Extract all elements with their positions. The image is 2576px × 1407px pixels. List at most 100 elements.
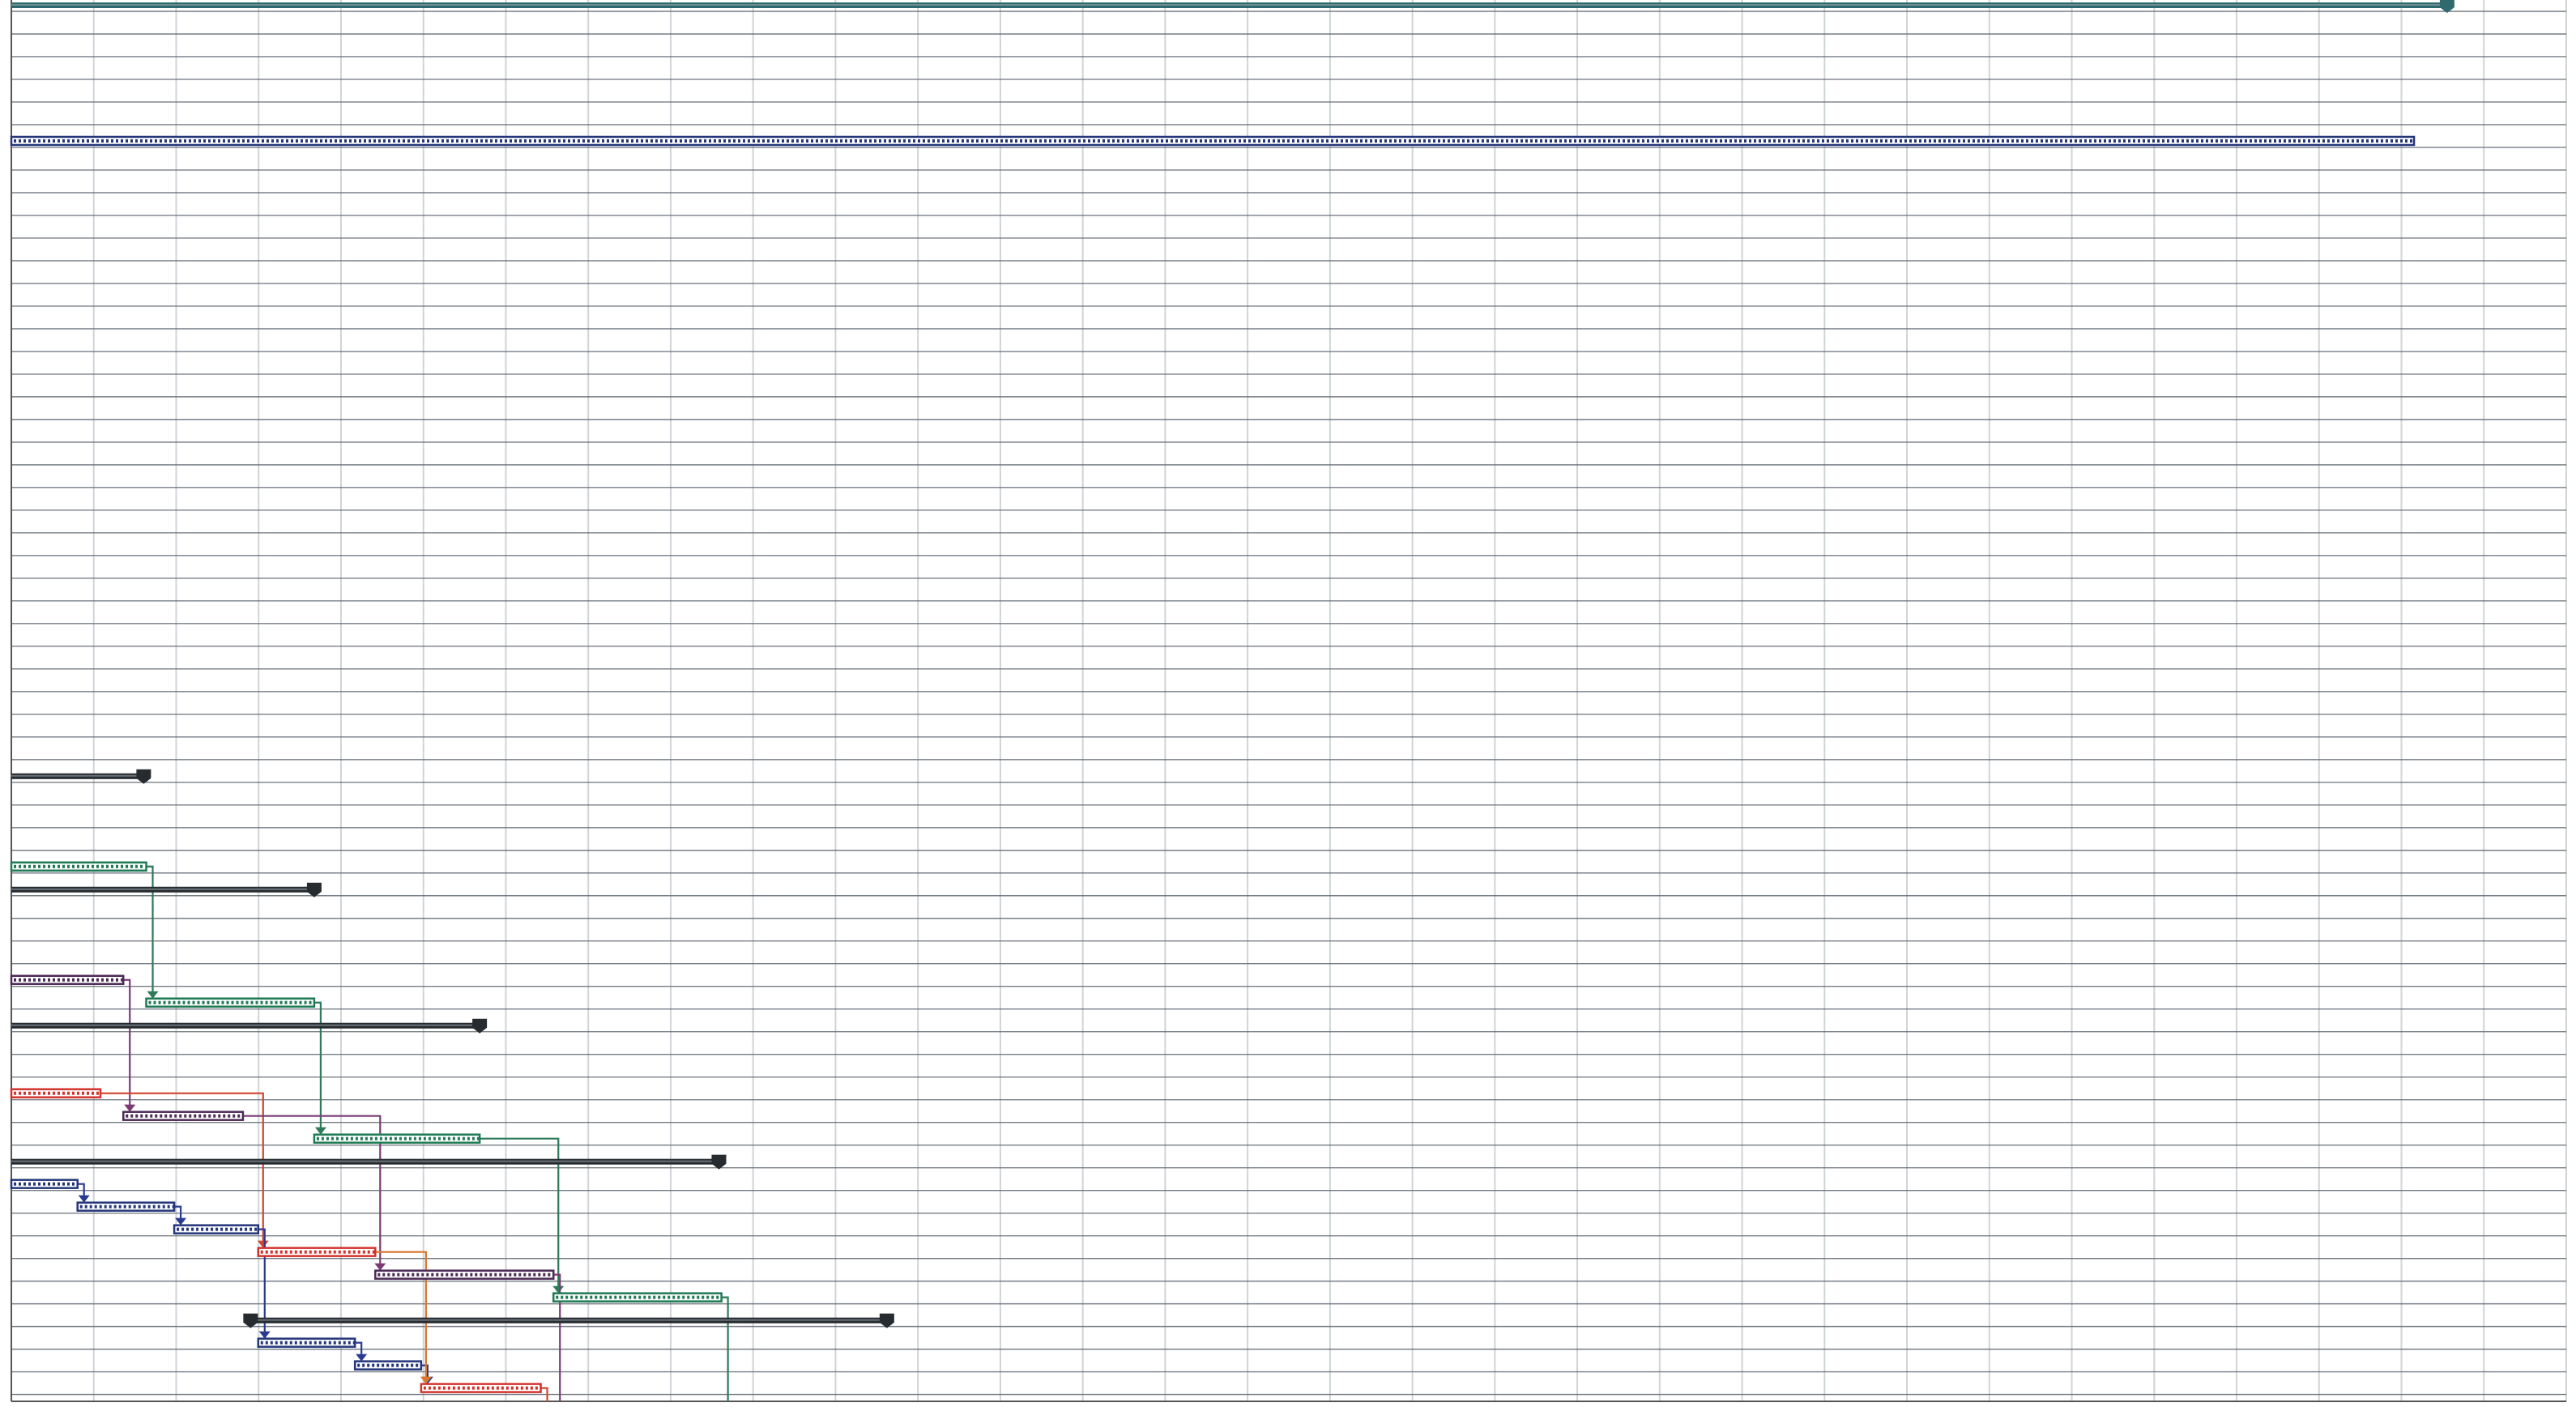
task-bar-dot bbox=[2274, 139, 2276, 143]
task-bar-dot bbox=[962, 139, 964, 143]
task-bar-dot bbox=[14, 1091, 16, 1095]
task-bar-dot bbox=[528, 1273, 531, 1277]
task-bar-dot bbox=[460, 1273, 463, 1277]
task-bar-dot bbox=[398, 139, 400, 143]
task-bar-dot bbox=[986, 139, 988, 143]
task-bar-dot bbox=[189, 1114, 192, 1118]
task-bar-dot bbox=[232, 1114, 236, 1118]
task-bar-dot bbox=[456, 139, 458, 143]
task-bar-dot bbox=[1171, 139, 1173, 143]
task-bar-dot bbox=[2104, 139, 2106, 143]
task-bar-dot bbox=[539, 139, 541, 143]
task-bar-dot bbox=[638, 1295, 642, 1299]
task-bar-dot bbox=[947, 139, 949, 143]
task-bar-dot bbox=[2099, 139, 2101, 143]
task-bar-dot bbox=[670, 139, 672, 143]
task-bar-dot bbox=[446, 139, 449, 143]
task-bar-dot bbox=[203, 139, 206, 143]
task-bar-dot bbox=[1331, 139, 1333, 143]
task-bar-dot bbox=[196, 1227, 199, 1231]
task-bar-dot bbox=[118, 1204, 122, 1209]
task-bar-dot bbox=[1486, 139, 1489, 143]
task-bar-dot bbox=[1793, 139, 1795, 143]
task-bar-dot bbox=[1078, 139, 1081, 143]
task-bar-dot bbox=[33, 1091, 36, 1095]
task-bar-dot bbox=[401, 1363, 404, 1367]
task-bar-dot bbox=[428, 1386, 431, 1390]
task-bar-dot bbox=[1836, 139, 1839, 143]
task-bar-dot bbox=[1404, 139, 1406, 143]
task-bar-dot bbox=[1268, 139, 1270, 143]
task-bar-dot bbox=[198, 139, 201, 143]
task-bar-dot bbox=[189, 139, 191, 143]
task-bar-dot bbox=[1214, 139, 1217, 143]
task-bar-dot bbox=[43, 139, 45, 143]
task-bar-dot bbox=[1671, 139, 1674, 143]
task-bar-dot bbox=[1146, 139, 1149, 143]
task-bar-dot bbox=[1370, 139, 1372, 143]
task-bars bbox=[10, 0, 2454, 1393]
task-bar-dot bbox=[2075, 139, 2077, 143]
task-bar-dot bbox=[1088, 139, 1090, 143]
link-arrowhead bbox=[314, 1127, 326, 1135]
task-bar-dot bbox=[62, 139, 65, 143]
task-bar-dot bbox=[1360, 139, 1363, 143]
summary-end-marker bbox=[472, 1018, 488, 1034]
task-bar-dot bbox=[1593, 139, 1596, 143]
summary-bar-hatch bbox=[11, 774, 144, 777]
task-bar-dot bbox=[2157, 139, 2160, 143]
link-blue-1-to-2 bbox=[77, 1183, 90, 1203]
task-bar-dot bbox=[2269, 139, 2271, 143]
task-bar-dot bbox=[1491, 139, 1494, 143]
task-bar-dot bbox=[772, 139, 774, 143]
summary-bar-3 bbox=[11, 1018, 488, 1034]
task-bar-dot bbox=[942, 139, 945, 143]
task-bar-dot bbox=[177, 1227, 180, 1231]
task-bar-dot bbox=[323, 1250, 326, 1254]
task-bar-dot bbox=[2288, 139, 2291, 143]
task-bar-dot bbox=[1433, 139, 1435, 143]
task-bar-dot bbox=[279, 1000, 283, 1004]
task-bar-dot bbox=[2016, 139, 2019, 143]
task-bar-dot bbox=[116, 139, 118, 143]
task-bar-dot bbox=[315, 139, 318, 143]
task-bar-dot bbox=[326, 1136, 329, 1141]
task-bar-dot bbox=[349, 139, 352, 143]
task-bar-dot bbox=[379, 1136, 382, 1141]
task-bar-dot bbox=[187, 1000, 190, 1004]
task-bar-dot bbox=[421, 1273, 424, 1277]
task-bar-dot bbox=[1856, 139, 1858, 143]
task-bar-dot bbox=[426, 1273, 429, 1277]
task-bar-dot bbox=[1637, 139, 1640, 143]
task-bar-dot bbox=[609, 1295, 612, 1299]
task-bar-dot bbox=[533, 1273, 536, 1277]
task-bar-dot bbox=[480, 1273, 483, 1277]
task-bar-dot bbox=[360, 1136, 363, 1141]
gantt-grid bbox=[11, 0, 2567, 1402]
task-bar-dot bbox=[2060, 139, 2062, 143]
task-bar-dot bbox=[77, 1091, 79, 1095]
task-bar-dot bbox=[33, 864, 36, 868]
task-bar-dot bbox=[2410, 139, 2412, 143]
task-bar-dot bbox=[2172, 139, 2174, 143]
task-bar-dot bbox=[38, 1182, 41, 1186]
task-bar-dot bbox=[197, 1000, 200, 1004]
task-bar-dot bbox=[2065, 139, 2067, 143]
task-bar-dot bbox=[377, 1363, 380, 1367]
task-bar-dot bbox=[2041, 139, 2043, 143]
task-bar-dot bbox=[971, 139, 974, 143]
task-bar-dot bbox=[296, 139, 298, 143]
task-bar-dot bbox=[284, 1250, 288, 1254]
task-bar-dot bbox=[1938, 139, 1941, 143]
link-green-4-down bbox=[721, 1296, 729, 1401]
task-bar-dot bbox=[422, 139, 424, 143]
task-bar-dot bbox=[1287, 139, 1290, 143]
task-bar-dot bbox=[1890, 139, 1892, 143]
task-bar-dot bbox=[1875, 139, 1878, 143]
task-bar-dot bbox=[442, 1386, 446, 1390]
task-bar-dot bbox=[1647, 139, 1649, 143]
task-bar-dot bbox=[450, 1273, 454, 1277]
task-bar-dot bbox=[270, 1341, 273, 1345]
link-line bbox=[100, 1092, 264, 1246]
task-bar-dot bbox=[230, 1227, 233, 1231]
